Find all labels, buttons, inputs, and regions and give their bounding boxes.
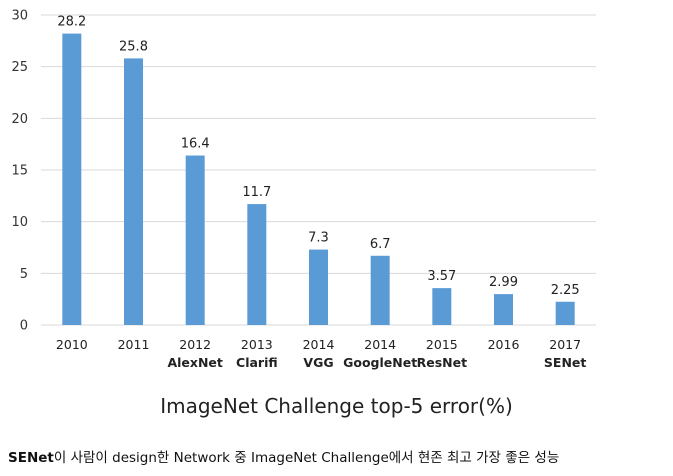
x-tick-sublabel: AlexNet [167,355,222,370]
data-label: 2.25 [551,283,580,298]
caption-bold: SENet [8,450,54,466]
caption: SENet이 사람이 design한 Network 중 ImageNet Ch… [8,446,559,466]
bar [370,255,390,325]
x-axis-labels: 2010 2011 2012 AlexNet 2013 Clarifi 2014 VGG 201… [56,337,586,370]
x-tick-sublabel: GoogleNet [343,355,417,370]
y-tick-label: 5 [20,267,28,282]
x-tick-sublabel: SENet [544,355,586,370]
data-label: 28.2 [57,15,86,30]
data-label: 6.7 [370,237,391,252]
x-tick-label: 2012 [179,337,211,352]
x-tick-label: 2014 [303,337,335,352]
bar [432,288,452,325]
bar [124,58,143,326]
x-tick-label: 2010 [56,337,88,352]
y-tick-label: 20 [11,112,28,127]
bar [62,33,82,325]
y-tick-label: 25 [11,60,28,75]
data-label: 3.57 [427,269,456,284]
x-tick-sublabel: ResNet [417,355,467,370]
bar [309,249,328,325]
x-tick-label: 2013 [241,337,273,352]
chart-title: ImageNet Challenge top-5 error(%) [160,394,513,418]
y-tick-label: 0 [20,319,28,334]
data-label: 25.8 [119,39,148,54]
bar [247,204,267,325]
data-label: 7.3 [308,231,329,246]
y-tick-label: 15 [11,164,28,179]
caption-text: 이 사람이 design한 Network 중 ImageNet Challen… [53,450,560,466]
data-label: 2.99 [489,275,518,290]
data-label: 16.4 [181,137,210,152]
x-tick-label: 2016 [488,337,520,352]
x-tick-label: 2011 [118,337,150,352]
data-labels: 28.2 25.8 16.4 11.7 7.3 6.7 3.57 2.99 2.25 [57,15,579,298]
bar [494,294,513,325]
x-tick-label: 2017 [549,337,581,352]
data-label: 11.7 [242,185,271,200]
x-tick-sublabel: Clarifi [236,355,278,370]
bar [185,155,205,325]
x-tick-label: 2015 [426,337,458,352]
y-tick-label: 10 [11,215,28,230]
bar [555,301,575,325]
bars [62,33,575,326]
y-axis-ticks: 0 5 10 15 20 25 30 [11,9,28,334]
x-tick-label: 2014 [364,337,396,352]
x-tick-sublabel: VGG [303,355,333,370]
y-tick-label: 30 [11,9,28,24]
